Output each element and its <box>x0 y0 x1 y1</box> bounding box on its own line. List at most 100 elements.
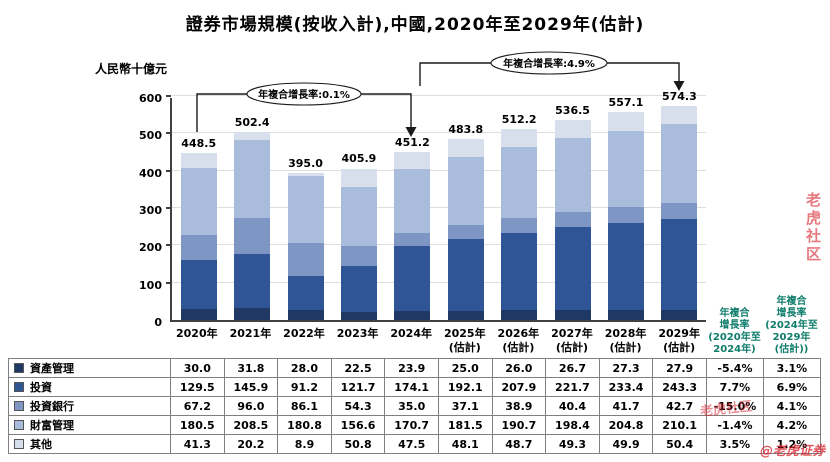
value-cell: 221.7 <box>545 377 600 397</box>
cagr-cell: -1.4% <box>705 415 764 435</box>
x-axis-category-label: 2029年 (估計) <box>658 327 700 354</box>
gridline <box>172 244 706 246</box>
value-cell: 208.5 <box>223 415 279 435</box>
bar-segment <box>661 105 698 125</box>
legend-cell: 其他 <box>8 434 171 454</box>
y-tick-label: 200 <box>139 241 162 255</box>
bar-segment <box>180 152 217 169</box>
bar-segment <box>607 309 644 320</box>
value-cell: 50.4 <box>652 434 707 454</box>
legend-label: 財富管理 <box>30 419 74 432</box>
value-cell: 49.9 <box>598 434 654 454</box>
bar-segment <box>447 139 484 158</box>
value-cell: 42.7 <box>652 396 707 416</box>
y-tick-label: 0 <box>154 316 162 329</box>
bar-segment <box>394 151 431 170</box>
value-cell: 207.9 <box>491 377 547 397</box>
cagr-cell: 7.7% <box>705 377 764 397</box>
table-row: 其他 41.3 20.2 8.9 50.8 47.5 48.1 48.7 49.3 49.9 50.… <box>8 434 821 454</box>
cagr-cell: 4.1% <box>762 396 821 416</box>
bar-segment <box>607 130 644 208</box>
y-axis-labels: 0 100 200 300 400 500 600 <box>118 92 164 329</box>
watermark-side: 老虎社区 <box>804 192 822 264</box>
value-cell: 25.0 <box>437 358 493 378</box>
bar-segment <box>340 311 377 320</box>
bar-group: 574.3 <box>653 90 706 320</box>
value-cell: 26.7 <box>545 358 600 378</box>
bar-total-label: 502.4 <box>234 116 270 130</box>
y-tick-mark <box>166 132 171 135</box>
value-cell: 67.2 <box>170 396 225 416</box>
value-cell: 204.8 <box>598 415 654 435</box>
bar-segment <box>180 235 217 261</box>
bar-segment <box>340 266 377 312</box>
bar-segment <box>661 202 698 219</box>
value-cell: 31.8 <box>223 358 279 378</box>
value-cell: 37.1 <box>437 396 493 416</box>
cagr-bracket-2024-2029 <box>419 62 680 86</box>
bar-segment <box>287 172 324 176</box>
bar-segment <box>661 309 698 320</box>
y-tick-mark <box>166 169 171 172</box>
chart-title: 證券市場規模(按收入計),中國,2020年至2029年(估計) <box>185 15 645 35</box>
bar-total-label: 448.5 <box>181 136 217 150</box>
stacked-bar <box>501 128 538 320</box>
cagr-label-2024-2029: 年複合增長率:4.9% <box>503 57 595 70</box>
bar-segment <box>340 168 377 188</box>
bar-segment <box>447 157 484 226</box>
bar-total-label: 557.1 <box>608 96 644 110</box>
value-cell: 190.7 <box>491 415 547 435</box>
value-cell: 48.1 <box>437 434 493 454</box>
bar-segment <box>554 119 591 139</box>
bar-segment <box>340 187 377 246</box>
bar-segment <box>287 243 324 276</box>
bar-segment <box>447 238 484 311</box>
table-row: 投資銀行 67.2 96.0 86.1 54.3 35.0 37.1 38.9 40.4 41.7… <box>8 396 821 416</box>
value-cell: 41.3 <box>170 434 225 454</box>
stacked-bar <box>447 139 484 320</box>
x-axis-category-label: 2022年 <box>283 327 325 340</box>
bar-segment <box>394 311 431 320</box>
bar-segment <box>501 128 538 147</box>
bar-segment <box>607 207 644 223</box>
y-tick-mark <box>166 281 171 284</box>
y-tick-label: 600 <box>139 92 162 105</box>
value-cell: 8.9 <box>277 434 332 454</box>
bar-group: 395.0 <box>279 98 332 320</box>
bar-segment <box>340 245 377 267</box>
x-axis-labels: 2020年 2021年 2022年 2023年 2024年 2025年 (估計) 2026年… <box>170 327 706 355</box>
value-cell: 47.5 <box>384 434 439 454</box>
cagr-cell: 4.2% <box>762 415 821 435</box>
bar-segment <box>501 146 538 219</box>
legend-swatch <box>14 382 24 392</box>
bar-segment <box>234 132 271 141</box>
cagr-cell: -5.4% <box>705 358 764 378</box>
x-axis-category-label: 2023年 <box>336 327 379 340</box>
value-cell: 181.5 <box>437 415 493 435</box>
legend-cell: 投資銀行 <box>8 396 171 416</box>
y-tick-mark <box>166 207 171 209</box>
bar-segment <box>234 217 271 254</box>
bars-row: 448.5 502.4 395.0 405.9 451.2 483.8 512.2 536.5… <box>172 90 706 320</box>
x-axis-category-label: 2024年 <box>390 327 432 340</box>
bar-total-label: 451.2 <box>394 135 430 149</box>
gridline <box>172 132 706 134</box>
value-cell: 38.9 <box>491 396 547 416</box>
stacked-bar <box>607 112 644 320</box>
legend-swatch <box>14 439 24 449</box>
stacked-bar <box>234 132 271 320</box>
bar-group: 483.8 <box>439 98 492 320</box>
bar-group: 451.2 <box>386 98 439 320</box>
x-axis-category-label: 2026年 (估計) <box>497 327 540 354</box>
stacked-bar <box>287 172 324 320</box>
value-cell: 23.9 <box>384 358 439 378</box>
bar-total-label: 574.3 <box>661 89 697 103</box>
legend-label: 其他 <box>30 438 52 451</box>
bar-group: 405.9 <box>332 98 385 320</box>
stacked-bar <box>340 168 377 320</box>
x-axis-category-label: 2027年 (估計) <box>551 327 593 354</box>
cagr-cell: 1.2% <box>762 434 821 454</box>
value-cell: 170.7 <box>384 415 439 435</box>
value-cell: 20.2 <box>223 434 279 454</box>
bar-segment <box>501 218 538 233</box>
